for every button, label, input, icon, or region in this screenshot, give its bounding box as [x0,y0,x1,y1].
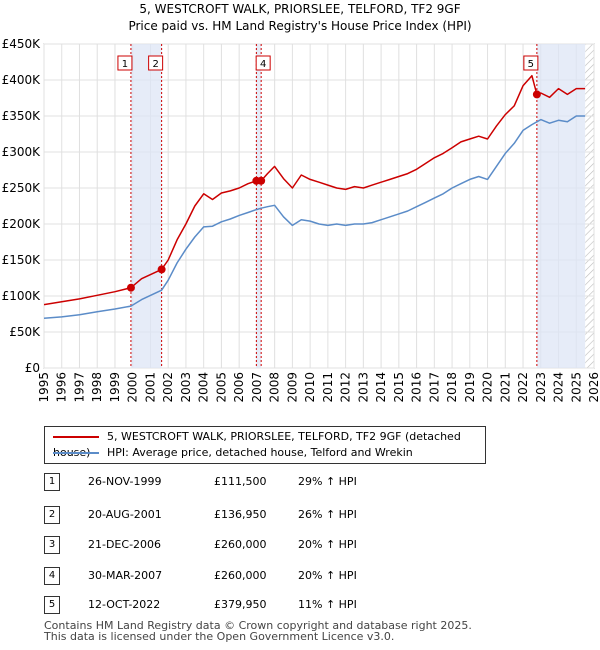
x-tick-label: 2018 [445,372,459,403]
sale-4-marker-box [255,55,271,71]
legend-label-hpi: HPI: Average price, detached house, Telf… [107,446,413,459]
y-tick-label: £100K [2,289,42,303]
sale-date: 20-AUG-2001 [88,508,162,521]
legend-item-property: 5, WESTCROFT WALK, PRIORSLEE, TELFORD, T… [53,429,485,459]
x-tick-label: 2004 [197,372,211,403]
sale-number-badge: 1 [44,473,60,491]
sale-2-marker-label: 2 [152,59,158,70]
sale-date: 30-MAR-2007 [88,569,163,582]
sale-number-badge: 2 [44,506,60,524]
sale-2-point [157,265,166,274]
x-tick-label: 2012 [339,372,353,403]
sale-5-marker-box [523,55,539,71]
sale-date: 12-OCT-2022 [88,598,161,611]
sale-4-marker-label: 4 [260,59,266,70]
sale-date: 21-DEC-2006 [88,538,162,551]
x-tick-label: 2019 [463,372,477,403]
x-tick-label: 2024 [552,372,566,403]
x-tick-label: 2026 [587,372,600,403]
x-tick-label: 1995 [37,372,51,403]
x-tick-label: 2007 [250,372,264,403]
x-tick-label: 2022 [516,372,530,403]
y-tick-label: £450K [2,37,42,51]
sale-1-marker-box [117,55,133,71]
footer-licence: This data is licensed under the Open Gov… [44,630,395,643]
legend-item-hpi: HPI: Average price, detached house, Telf… [53,445,413,461]
x-tick-label: 1996 [55,372,69,403]
x-tick-label: 2008 [268,372,282,403]
ownership-shade [130,44,162,368]
x-tick-label: 2000 [126,372,140,403]
sale-hpi-diff: 26% ↑ HPI [298,508,357,521]
x-tick-label: 2013 [356,372,370,403]
x-tick-label: 2010 [303,372,317,403]
sale-number-badge: 5 [44,596,60,614]
sale-4-point [257,176,266,185]
sale-price: £379,950 [214,598,267,611]
x-tick-label: 2016 [410,372,424,403]
x-tick-label: 2009 [285,372,299,403]
sale-price: £136,950 [214,508,267,521]
y-tick-label: £0 [25,361,40,375]
x-tick-label: 2003 [179,372,193,403]
x-tick-label: 2011 [321,372,335,403]
sale-1-marker-label: 1 [122,59,128,70]
sale-hpi-diff: 20% ↑ HPI [298,538,357,551]
forecast-hatch [585,44,594,368]
y-tick-label: £150K [2,253,42,267]
x-tick-label: 1998 [90,372,104,403]
sale-number-badge: 4 [44,567,60,585]
sale-date: 26-NOV-1999 [88,475,162,488]
sale-price: £111,500 [214,475,267,488]
plot-area [43,43,595,369]
legend-swatch-property [53,436,99,438]
hpi-line [44,115,586,320]
x-tick-label: 1997 [72,372,86,403]
chart-title: 5, WESTCROFT WALK, PRIORSLEE, TELFORD, T… [139,2,460,16]
x-tick-label: 2020 [481,372,495,403]
x-tick-label: 2002 [161,372,175,403]
sale-5-point [532,90,541,99]
y-tick-label: £300K [2,145,42,159]
property-price-line [44,74,586,306]
chart-legend: 5, WESTCROFT WALK, PRIORSLEE, TELFORD, T… [44,426,486,464]
sale-hpi-diff: 29% ↑ HPI [298,475,357,488]
x-tick-label: 2025 [569,372,583,403]
chart-subtitle: Price paid vs. HM Land Registry's House … [128,19,471,33]
y-tick-label: £350K [2,109,42,123]
x-tick-label: 2014 [374,372,388,403]
x-tick-label: 2006 [232,372,246,403]
x-tick-label: 2005 [214,372,228,403]
sale-2-marker-box [148,55,164,71]
y-tick-label: £250K [2,181,42,195]
x-tick-label: 2017 [427,372,441,403]
legend-swatch-hpi [53,452,99,454]
sale-price: £260,000 [214,569,267,582]
price-chart: 5, WESTCROFT WALK, PRIORSLEE, TELFORD, T… [2,2,600,403]
x-tick-label: 2015 [392,372,406,403]
sale-number-badge: 3 [44,536,60,554]
sale-hpi-diff: 20% ↑ HPI [298,569,357,582]
y-tick-label: £400K [2,73,42,87]
sale-hpi-diff: 11% ↑ HPI [298,598,357,611]
sale-price: £260,000 [214,538,267,551]
footer-copyright: Contains HM Land Registry data © Crown c… [44,619,472,632]
ownership-shade [256,44,262,368]
x-tick-label: 2023 [534,372,548,403]
y-tick-label: £50K [9,325,41,339]
y-tick-label: £200K [2,217,42,231]
sale-5-marker-label: 5 [528,59,534,70]
x-tick-label: 1999 [108,372,122,403]
footer-attribution: Contains HM Land Registry data © Crown c… [44,620,472,642]
ownership-shade [536,44,586,368]
sale-1-point [126,283,135,292]
x-tick-label: 2001 [143,372,157,403]
x-tick-label: 2021 [498,372,512,403]
